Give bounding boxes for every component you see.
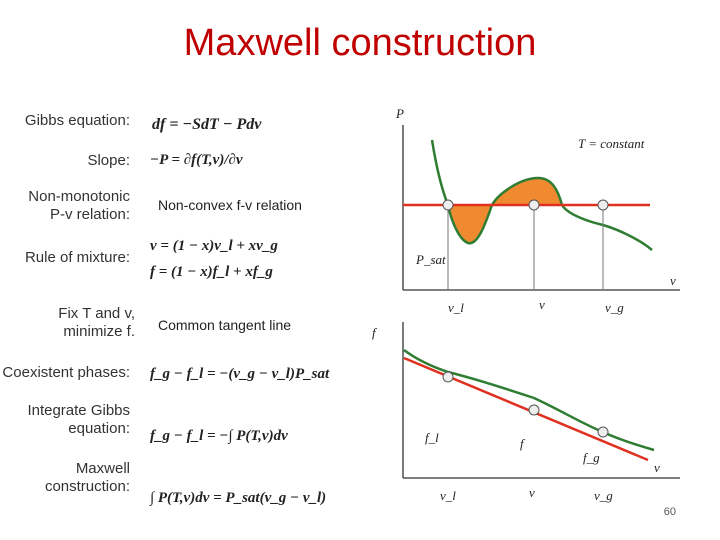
label-fg: f_g bbox=[583, 450, 600, 465]
page-number: 60 bbox=[663, 506, 676, 518]
point-fl bbox=[442, 371, 454, 383]
label-f: f bbox=[520, 436, 526, 451]
slope-label: Slope: bbox=[87, 152, 130, 169]
free-energy-curve bbox=[403, 348, 655, 452]
integrated-gibbs-equation: f_g − f_l = −∫ P(T,v)dv bbox=[150, 428, 288, 444]
bottom-x-axis-label: v bbox=[654, 460, 660, 475]
gibbs-equation-label: Gibbs equation: bbox=[24, 112, 130, 129]
top-tick-vl: v_l bbox=[448, 300, 464, 315]
label-fl: f_l bbox=[425, 430, 439, 445]
point-v bbox=[528, 199, 540, 211]
slope-equation: −P = ∂f(T,v)/∂v bbox=[150, 152, 243, 168]
common-tangent-line bbox=[403, 356, 649, 462]
top-tick-vg: v_g bbox=[605, 300, 624, 315]
rule-of-mixture-label: Rule of mixture: bbox=[24, 249, 130, 266]
nonmonotonic-label: Non-monotonic P-v relation: bbox=[28, 188, 130, 223]
coexistence-equation: f_g − f_l = −(v_g − v_l)P_sat bbox=[150, 366, 330, 382]
point-vg bbox=[597, 199, 609, 211]
bottom-tick-vg: v_g bbox=[594, 488, 613, 503]
psat-label: P_sat bbox=[415, 252, 446, 267]
top-x-axis-label: v bbox=[670, 273, 676, 288]
page-title: Maxwell construction bbox=[183, 22, 537, 64]
gibbs-equation: df = −SdT − Pdv bbox=[152, 116, 262, 133]
maxwell-equation: ∫ P(T,v)dv = P_sat(v_g − v_l) bbox=[150, 490, 327, 506]
fix-t-v-label: Fix T and v, minimize f. bbox=[58, 305, 135, 340]
bottom-tick-v: v bbox=[529, 485, 535, 500]
common-tangent-note: Common tangent line bbox=[158, 317, 292, 333]
mixture-v-equation: v = (1 − x)v_l + xv_g bbox=[150, 238, 278, 254]
isotherm-label: T = constant bbox=[578, 136, 645, 151]
integrate-gibbs-label: Integrate Gibbs equation: bbox=[27, 402, 130, 437]
coexistent-phases-label: Coexistent phases: bbox=[2, 364, 130, 381]
nonconvex-note: Non-convex f-v relation bbox=[158, 197, 302, 213]
bottom-tick-vl: v_l bbox=[440, 488, 456, 503]
top-tick-v: v bbox=[539, 297, 545, 312]
point-fg bbox=[597, 426, 609, 438]
point-f bbox=[528, 404, 540, 416]
top-y-axis-label: P bbox=[395, 106, 404, 121]
point-vl bbox=[442, 199, 454, 211]
maxwell-construction-label: Maxwell construction: bbox=[44, 460, 130, 495]
bottom-y-axis-label: f bbox=[372, 325, 378, 340]
mixture-f-equation: f = (1 − x)f_l + xf_g bbox=[150, 264, 273, 280]
